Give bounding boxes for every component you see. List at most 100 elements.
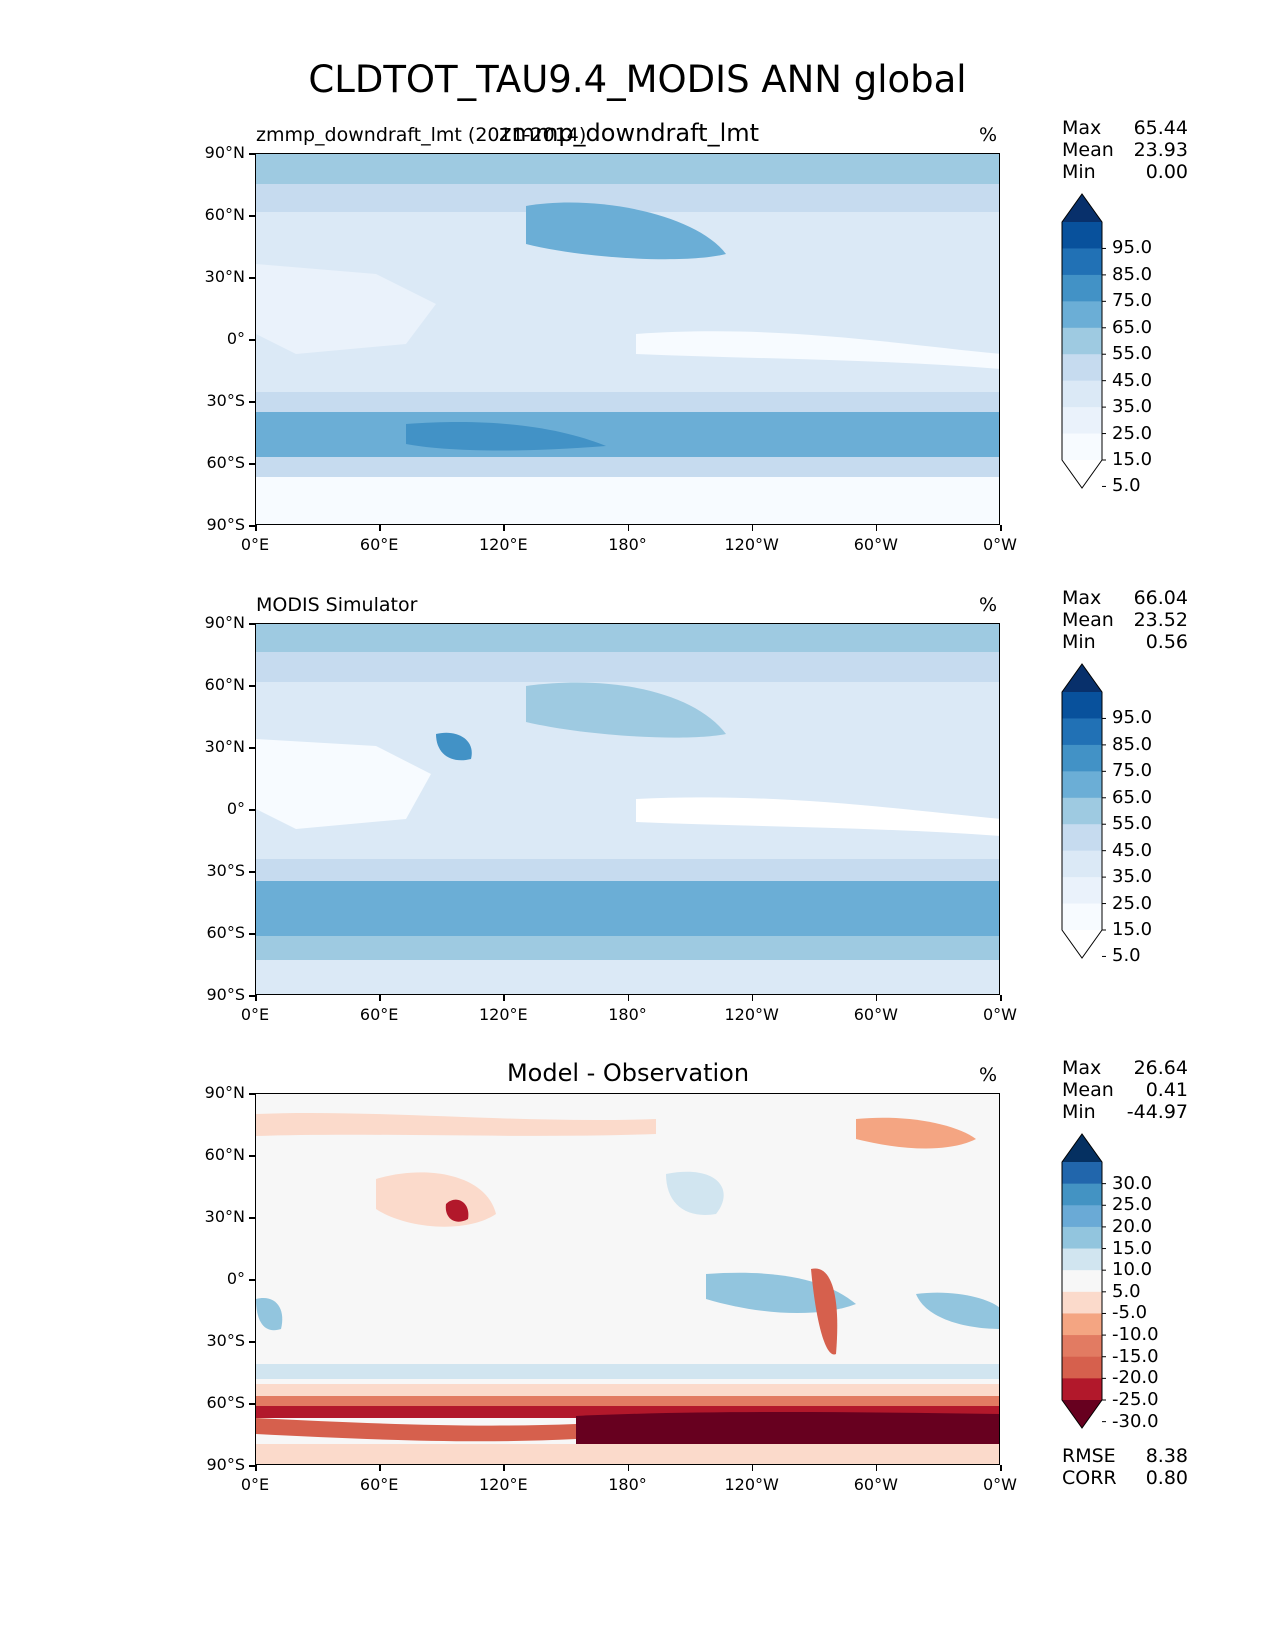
x-tick-mark [379, 525, 381, 531]
panel-3-map [255, 1093, 1000, 1465]
colorbar-tick-label: 5.0 [1112, 1280, 1141, 1302]
panel-3-stat-value: 26.64 [1133, 1057, 1188, 1079]
x-tick-mark [503, 1465, 505, 1471]
panel-1-left-label: zmmp_downdraft_lmt (2011-2014) [256, 124, 587, 146]
colorbar-tick-label: 95.0 [1112, 237, 1153, 259]
y-tick-mark [249, 747, 255, 749]
y-tick-mark [249, 809, 255, 811]
colorbar-tick-label: 5.0 [1112, 945, 1141, 967]
panel-3-colorbar [1061, 1133, 1106, 1429]
x-tick-mark [1000, 1465, 1002, 1471]
colorbar-tick-label: 45.0 [1112, 839, 1153, 861]
x-tick-mark [875, 525, 878, 531]
colorbar-segment [1062, 248, 1102, 276]
panel-2-map [255, 623, 1000, 995]
y-tick-mark [249, 401, 255, 403]
colorbar-segment [1062, 1183, 1102, 1206]
colorbar-tick-label: 25.0 [1112, 892, 1153, 914]
x-tick-mark [255, 525, 257, 531]
panel-2-stat-value: 23.52 [1133, 609, 1188, 631]
colorbar-tick-label: 95.0 [1112, 707, 1153, 729]
x-tick-label: 180° [608, 1475, 647, 1494]
colorbar-segment [1062, 1205, 1102, 1228]
colorbar-segment [1062, 1226, 1102, 1250]
x-tick-label: 60°W [853, 535, 898, 554]
y-tick-mark [249, 153, 255, 155]
colorbar-segment [1062, 1335, 1102, 1358]
colorbar-tick-label: 15.0 [1112, 449, 1153, 470]
y-tick-label: 30°S [206, 391, 245, 410]
colorbar-segment [1062, 797, 1102, 825]
x-tick-label: 0°E [240, 535, 270, 554]
x-tick-mark [1000, 525, 1002, 531]
y-tick-mark [249, 1465, 255, 1467]
colorbar-tick-label: 75.0 [1112, 290, 1153, 312]
panel-2-stat-label: Max [1062, 587, 1102, 609]
panel-3-stat-label: Min [1062, 1101, 1096, 1123]
colorbar-segment [1062, 301, 1102, 329]
panel-1-stat-label: Mean [1062, 139, 1114, 161]
panel-3-stat-label: Max [1062, 1057, 1102, 1079]
x-tick-mark [627, 1465, 629, 1471]
colorbar-tick-label: 65.0 [1112, 316, 1153, 338]
colorbar-tick-label: -30.0 [1112, 1410, 1159, 1432]
panel-2-unit: % [979, 594, 998, 616]
colorbar-tick-label: -10.0 [1112, 1324, 1159, 1346]
panel-1-unit: % [979, 124, 998, 146]
y-tick-label: 90°S [206, 985, 245, 1004]
colorbar-segment [1062, 433, 1102, 461]
x-tick-mark [751, 1465, 754, 1471]
colorbar-segment [1062, 380, 1102, 408]
colorbar-extend-min [1062, 1400, 1102, 1428]
x-tick-mark [503, 525, 505, 531]
x-tick-mark [255, 1465, 257, 1471]
y-tick-label: 30°N [204, 267, 245, 286]
panel-3-center-title: Model - Observation [506, 1059, 750, 1087]
panel-2-stat-value: 66.04 [1133, 587, 1188, 609]
y-tick-label: 60°N [204, 205, 245, 224]
colorbar-segment [1062, 771, 1102, 799]
x-tick-mark [751, 995, 754, 1001]
colorbar-segment [1062, 718, 1102, 746]
y-tick-mark [249, 1155, 255, 1157]
panel-2-stat-label: Mean [1062, 609, 1114, 631]
x-tick-label: 120°W [724, 1005, 779, 1024]
x-tick-label: 60°E [359, 535, 399, 554]
colorbar-segment [1062, 692, 1102, 719]
colorbar-segment [1062, 274, 1102, 302]
colorbar-segment [1062, 327, 1102, 355]
x-tick-label: 180° [608, 535, 647, 554]
colorbar-extend-max [1062, 1134, 1102, 1162]
panel-1-stat-value: 65.44 [1133, 117, 1188, 139]
y-tick-label: 60°S [206, 453, 245, 472]
colorbar-tick-label: 5.0 [1112, 475, 1141, 497]
colorbar-tick-label: -15.0 [1112, 1345, 1159, 1367]
x-tick-label: 60°E [359, 1005, 399, 1024]
colorbar-segment [1062, 1291, 1102, 1314]
y-tick-mark [249, 933, 255, 935]
x-tick-label: 60°E [359, 1475, 399, 1494]
panel-3-metric-label: RMSE [1062, 1445, 1116, 1467]
panel-1-map [255, 153, 1000, 525]
y-tick-mark [249, 1217, 255, 1219]
x-tick-label: 180° [608, 1005, 647, 1024]
y-tick-mark [249, 277, 255, 279]
y-tick-label: 90°N [204, 613, 245, 632]
panel-3-metric-value: 8.38 [1145, 1445, 1188, 1467]
colorbar-tick-label: 35.0 [1112, 866, 1153, 888]
colorbar-tick-label: 85.0 [1112, 263, 1153, 285]
x-tick-mark [875, 995, 878, 1001]
y-tick-mark [249, 685, 255, 687]
colorbar-tick-label: 25.0 [1112, 422, 1153, 444]
x-tick-mark [627, 525, 629, 531]
panel-1-colorbar [1061, 193, 1106, 489]
y-tick-label: 90°N [204, 143, 245, 162]
y-tick-label: 90°S [206, 1455, 245, 1474]
colorbar-segment [1062, 222, 1102, 249]
y-tick-mark [249, 1403, 255, 1405]
colorbar-tick-label: 55.0 [1112, 813, 1153, 835]
colorbar-tick-label: 25.0 [1112, 1194, 1153, 1216]
colorbar-tick-label: 55.0 [1112, 343, 1153, 365]
x-tick-mark [875, 1465, 878, 1471]
x-tick-label: 0°W [983, 1475, 1017, 1494]
